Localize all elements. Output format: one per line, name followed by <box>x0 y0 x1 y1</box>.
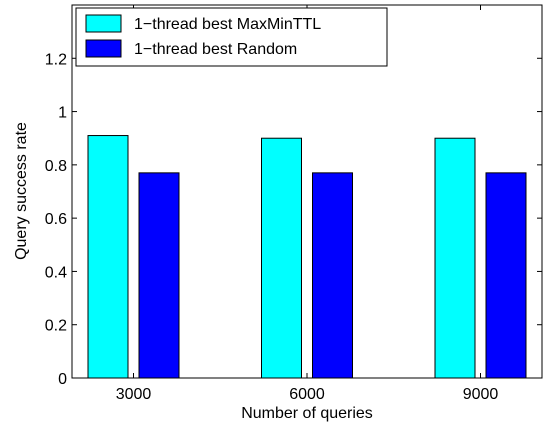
legend-swatch-random <box>85 39 122 58</box>
legend: 1−thread best MaxMinTTL 1−thread best Ra… <box>75 7 388 67</box>
bars <box>87 135 527 379</box>
bar-random-3000 <box>138 172 180 379</box>
y-axis-label: Query success rate <box>13 122 30 260</box>
y-axis: 0 0.2 0.4 0.6 0.8 1 1.2 <box>45 51 542 388</box>
y-tick-label: 0.2 <box>45 318 67 335</box>
y-tick-label: 0.4 <box>45 264 67 281</box>
y-tick-label: 1 <box>58 105 67 122</box>
bar-maxminttl-3000 <box>87 135 129 379</box>
bar-random-6000 <box>312 172 353 379</box>
legend-swatch-maxminttl <box>85 14 122 33</box>
y-tick-label: 0 <box>58 371 67 388</box>
legend-label-maxminttl: 1−thread best MaxMinTTL <box>134 16 321 33</box>
bar-maxminttl-9000 <box>434 137 476 379</box>
legend-label-random: 1−thread best Random <box>134 41 297 58</box>
x-tick-label: 3000 <box>116 386 152 403</box>
y-tick-label: 0.8 <box>45 158 67 175</box>
y-tick-label: 1.2 <box>45 51 67 68</box>
bar-random-9000 <box>485 172 527 379</box>
legend-box <box>75 7 388 67</box>
y-tick-label: 0.6 <box>45 211 67 228</box>
x-tick-label: 9000 <box>463 386 499 403</box>
x-tick-label: 6000 <box>289 386 325 403</box>
x-axis: 3000 6000 9000 <box>116 5 499 403</box>
bar-maxminttl-6000 <box>261 137 302 379</box>
x-axis-label: Number of queries <box>241 405 373 422</box>
